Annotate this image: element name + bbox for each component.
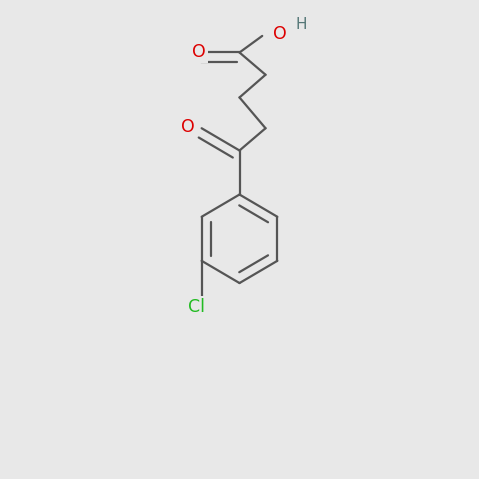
Text: O: O: [273, 25, 286, 44]
Text: O: O: [181, 118, 194, 137]
Text: Cl: Cl: [188, 298, 205, 316]
Text: H: H: [296, 17, 307, 32]
Text: O: O: [193, 44, 206, 61]
